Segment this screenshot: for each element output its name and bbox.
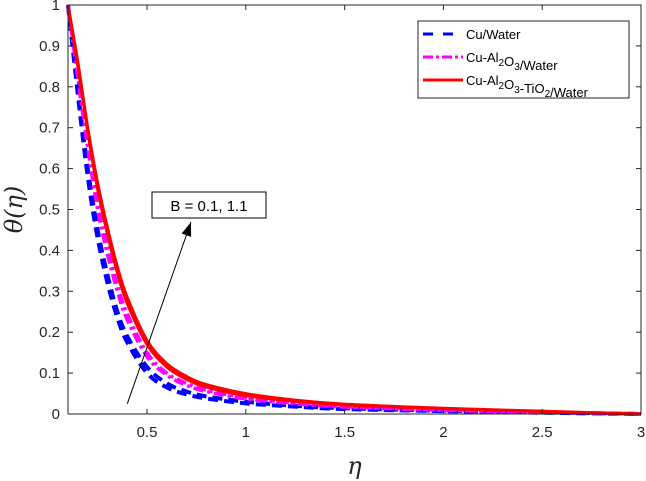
series-line-5 xyxy=(66,4,642,416)
x-tick-label: 1.5 xyxy=(334,424,355,441)
y-tick-label: 0.4 xyxy=(39,242,60,259)
x-tick-label: 2 xyxy=(439,424,447,441)
x-axis-ticks: 0.5 1 1.5 2 2.5 3 xyxy=(137,5,645,441)
y-tick-label: 0.2 xyxy=(39,324,60,341)
x-axis-label: η xyxy=(347,452,362,480)
y-tick-label: 0 xyxy=(52,406,60,423)
arrow-head-icon xyxy=(181,222,192,237)
legend-item-2: Cu-Al2O3-TiO2/Water xyxy=(423,73,589,100)
legend-item-1: Cu-Al2O3/Water xyxy=(423,50,558,73)
x-tick-label: 0.5 xyxy=(137,424,158,441)
legend-label: Cu/Water xyxy=(466,27,521,42)
annotation-text: B = 0.1, 1.1 xyxy=(170,198,247,215)
legend-box xyxy=(417,20,630,99)
y-tick-label: 0.7 xyxy=(39,120,60,137)
x-tick-label: 3 xyxy=(637,424,645,441)
y-axis-label: θ(η) xyxy=(0,186,28,234)
y-tick-label: 0.3 xyxy=(39,283,60,300)
y-tick-label: 0.5 xyxy=(39,202,60,219)
y-tick-label: 0.1 xyxy=(39,365,60,382)
annotation-box xyxy=(151,191,267,219)
parameter-annotation: B = 0.1, 1.1 xyxy=(126,191,267,404)
data-series-group xyxy=(66,4,642,416)
y-tick-label: 0.9 xyxy=(39,38,60,55)
legend-item-0: Cu/Water xyxy=(423,27,521,42)
x-tick-label: 2.5 xyxy=(532,424,553,441)
legend-label: Cu-Al2O3/Water xyxy=(466,50,558,73)
annotation-arrow-line xyxy=(126,221,192,404)
y-tick-label: 0.6 xyxy=(39,161,60,178)
y-tick-label: 0.8 xyxy=(39,79,60,96)
y-tick-label: 1 xyxy=(52,0,60,14)
y-axis-ticks: 0 0.1 0.2 0.3 0.4 0.5 0.6 0.7 0.8 0.9 1 xyxy=(39,0,641,423)
legend-label: Cu-Al2O3-TiO2/Water xyxy=(466,73,589,100)
legend: Cu/Water Cu-Al2O3/WaterCu-Al2O3-TiO2/Wate… xyxy=(417,20,630,100)
x-tick-label: 1 xyxy=(242,424,250,441)
